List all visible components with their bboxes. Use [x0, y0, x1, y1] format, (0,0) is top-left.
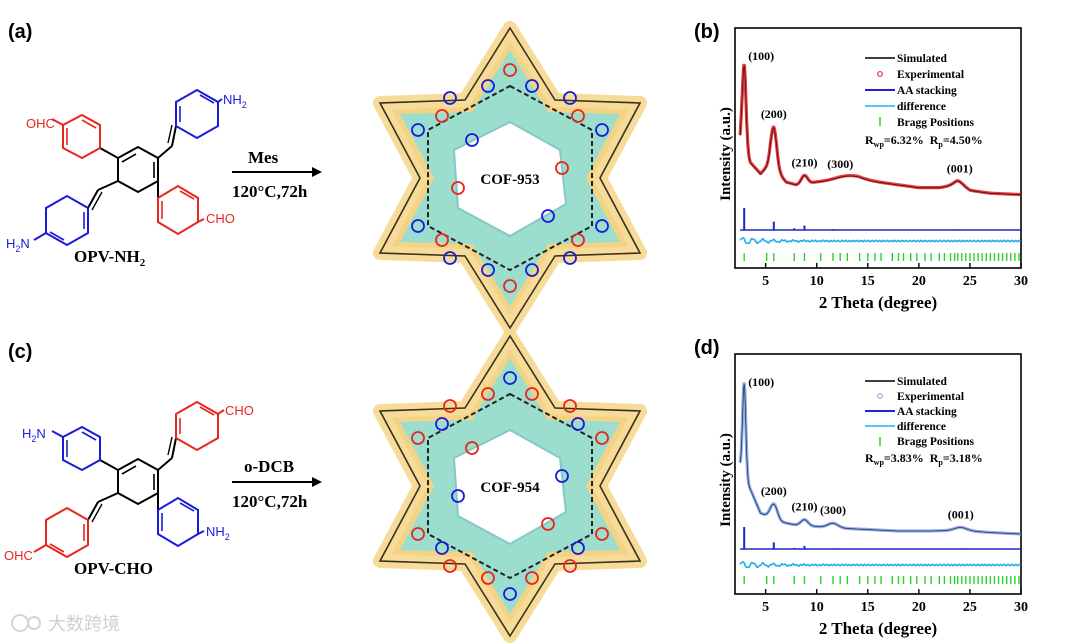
- legend-experimental-d: Experimental: [897, 391, 964, 403]
- panel-d-label: (d): [694, 337, 720, 359]
- reaction-c-conditions: 120°C,72h: [232, 492, 308, 511]
- plot-frame-d: [734, 353, 1022, 595]
- monomer-opv-nh2: [33, 88, 223, 247]
- group-a-bottom-left: H2N: [6, 236, 30, 254]
- simulated-curve-d: [739, 383, 1021, 535]
- reaction-c-solvent: o-DCB: [244, 457, 294, 476]
- watermark-text: 大数跨境: [48, 614, 120, 634]
- legend-difference-d: difference: [897, 421, 946, 433]
- peak-label-1-d: (200): [761, 484, 787, 498]
- watermark-logo-icon: [11, 614, 29, 632]
- x-axis-label-b: 2 Theta (degree): [819, 293, 937, 312]
- watermark: 大数跨境: [11, 614, 120, 634]
- legend-swatch-experimental-b: [877, 71, 883, 77]
- x-axis-label-d: 2 Theta (degree): [819, 619, 937, 638]
- plot-frame-b: [734, 27, 1022, 269]
- simulated-curve-b: [739, 65, 1021, 196]
- reaction-a-solvent: Mes: [248, 148, 279, 167]
- cof-953-structure: [373, 21, 647, 335]
- group-a-top-left: OHC: [26, 116, 55, 131]
- panel-c-label: (c): [8, 341, 32, 363]
- legend-b: Simulated Experimental AA stacking diffe…: [865, 53, 983, 149]
- cof-954-structure: [373, 329, 647, 643]
- group-c-top-left: H2N: [22, 426, 46, 444]
- x-tick-label-30-b: 30: [1014, 274, 1028, 289]
- legend-simulated-d: Simulated: [897, 376, 947, 388]
- peak-label-3-b: (300): [827, 157, 853, 171]
- x-tick-label-15-b: 15: [861, 274, 875, 289]
- difference-curve-b: [739, 236, 1022, 245]
- x-tick-label-20-b: 20: [912, 274, 926, 289]
- legend-bragg-d: Bragg Positions: [897, 436, 975, 448]
- fit-stats-d: Rwp=3.83% Rp=3.18%: [865, 451, 983, 467]
- experimental-curve-b: [738, 63, 1021, 197]
- group-c-bottom-right: NH2: [206, 524, 230, 542]
- peak-label-0-d: (100): [748, 375, 774, 389]
- x-tick-label-5-b: 5: [762, 274, 769, 289]
- x-tick-label-15-d: 15: [861, 600, 875, 615]
- monomer-a-name: OPV-NH2: [74, 247, 146, 269]
- x-tick-label-25-b: 25: [963, 274, 977, 289]
- group-c-bottom-left: OHC: [4, 548, 33, 563]
- reaction-a-conditions: 120°C,72h: [232, 182, 308, 201]
- cof-953-label: COF-953: [480, 172, 539, 188]
- x-tick-label-10-d: 10: [810, 600, 824, 615]
- difference-curve-d: [739, 560, 1022, 569]
- cof-954-label: COF-954: [480, 480, 540, 496]
- xrd-chart-b: (b) Intensity (a.u.) 2 Theta (degree) 5 1…: [694, 21, 1028, 312]
- peak-label-1-b: (200): [761, 107, 787, 121]
- x-tick-label-10-b: 10: [810, 274, 824, 289]
- reaction-arrow-c-head: [312, 477, 322, 487]
- peak-labels-d: (100) (200) (210) (300) (001): [748, 375, 974, 521]
- peak-label-2-b: (210): [791, 155, 817, 169]
- legend-d: Simulated Experimental AA stacking diffe…: [865, 376, 983, 467]
- peak-label-4-d: (001): [948, 507, 974, 521]
- legend-difference-b: difference: [897, 101, 946, 113]
- x-tick-label-25-d: 25: [963, 600, 977, 615]
- legend-aa-stacking-d: AA stacking: [897, 406, 957, 418]
- reaction-arrow-a-head: [312, 167, 322, 177]
- legend-swatch-experimental-d: [877, 393, 883, 399]
- group-c-top-right: CHO: [225, 403, 254, 418]
- peak-label-2-d: (210): [791, 500, 817, 514]
- group-a-top-right: NH2: [223, 92, 247, 110]
- group-a-bottom-right: CHO: [206, 211, 235, 226]
- series-d: [738, 382, 1022, 584]
- panel-b-label: (b): [694, 21, 720, 43]
- series-b: [738, 63, 1022, 261]
- peak-label-3-d: (300): [820, 503, 846, 517]
- xrd-chart-d: (d) Intensity (a.u.) 2 Theta (degree) 5 1…: [694, 337, 1028, 638]
- monomer-c-name: OPV-CHO: [74, 559, 153, 578]
- watermark-logo-icon-2: [27, 616, 41, 630]
- legend-experimental-b: Experimental: [897, 69, 964, 81]
- y-axis-label-d: Intensity (a.u.): [718, 433, 734, 527]
- peak-label-0-b: (100): [748, 49, 774, 63]
- x-tick-label-30-d: 30: [1014, 600, 1028, 615]
- x-tick-label-5-d: 5: [762, 600, 769, 615]
- legend-aa-stacking-b: AA stacking: [897, 85, 957, 97]
- monomer-opv-cho: [33, 400, 225, 559]
- legend-simulated-b: Simulated: [897, 53, 947, 65]
- panel-a-label: (a): [8, 21, 32, 43]
- y-axis-label-b: Intensity (a.u.): [718, 107, 734, 201]
- peak-labels-b: (100) (200) (210) (300) (001): [748, 49, 973, 176]
- fit-stats-b: Rwp=6.32% Rp=4.50%: [865, 133, 983, 149]
- legend-bragg-b: Bragg Positions: [897, 117, 975, 129]
- x-ticks-b: 5 10 15 20 25 30: [762, 263, 1028, 289]
- x-ticks-d: 5 10 15 20 25 30: [762, 589, 1028, 615]
- peak-label-4-b: (001): [947, 162, 973, 176]
- x-tick-label-20-d: 20: [912, 600, 926, 615]
